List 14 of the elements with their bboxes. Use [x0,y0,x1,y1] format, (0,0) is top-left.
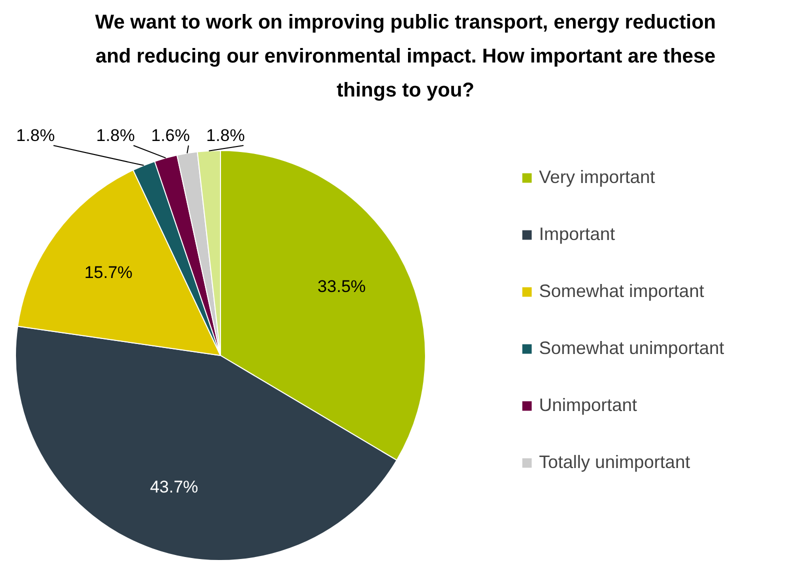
data-label: 43.7% [150,477,198,496]
data-label: 1.6% [151,126,190,145]
legend-label: Very important [539,167,656,188]
data-label: 15.7% [84,263,133,282]
chart-title: We want to work on improving public transport, energy reduction and reducing our environmental impact. How important are these things to you? [95,12,716,102]
legend-label: Somewhat important [539,281,704,302]
legend-label: Important [539,224,616,245]
data-label: 1.8% [16,126,55,145]
legend-label: Somewhat unimportant [539,338,724,359]
data-label: 1.8% [96,126,135,145]
data-label: 33.5% [318,277,366,296]
legend-label: Totally unimportant [539,452,690,473]
legend-label: Unimportant [539,395,638,416]
data-label: 1.8% [206,126,245,145]
